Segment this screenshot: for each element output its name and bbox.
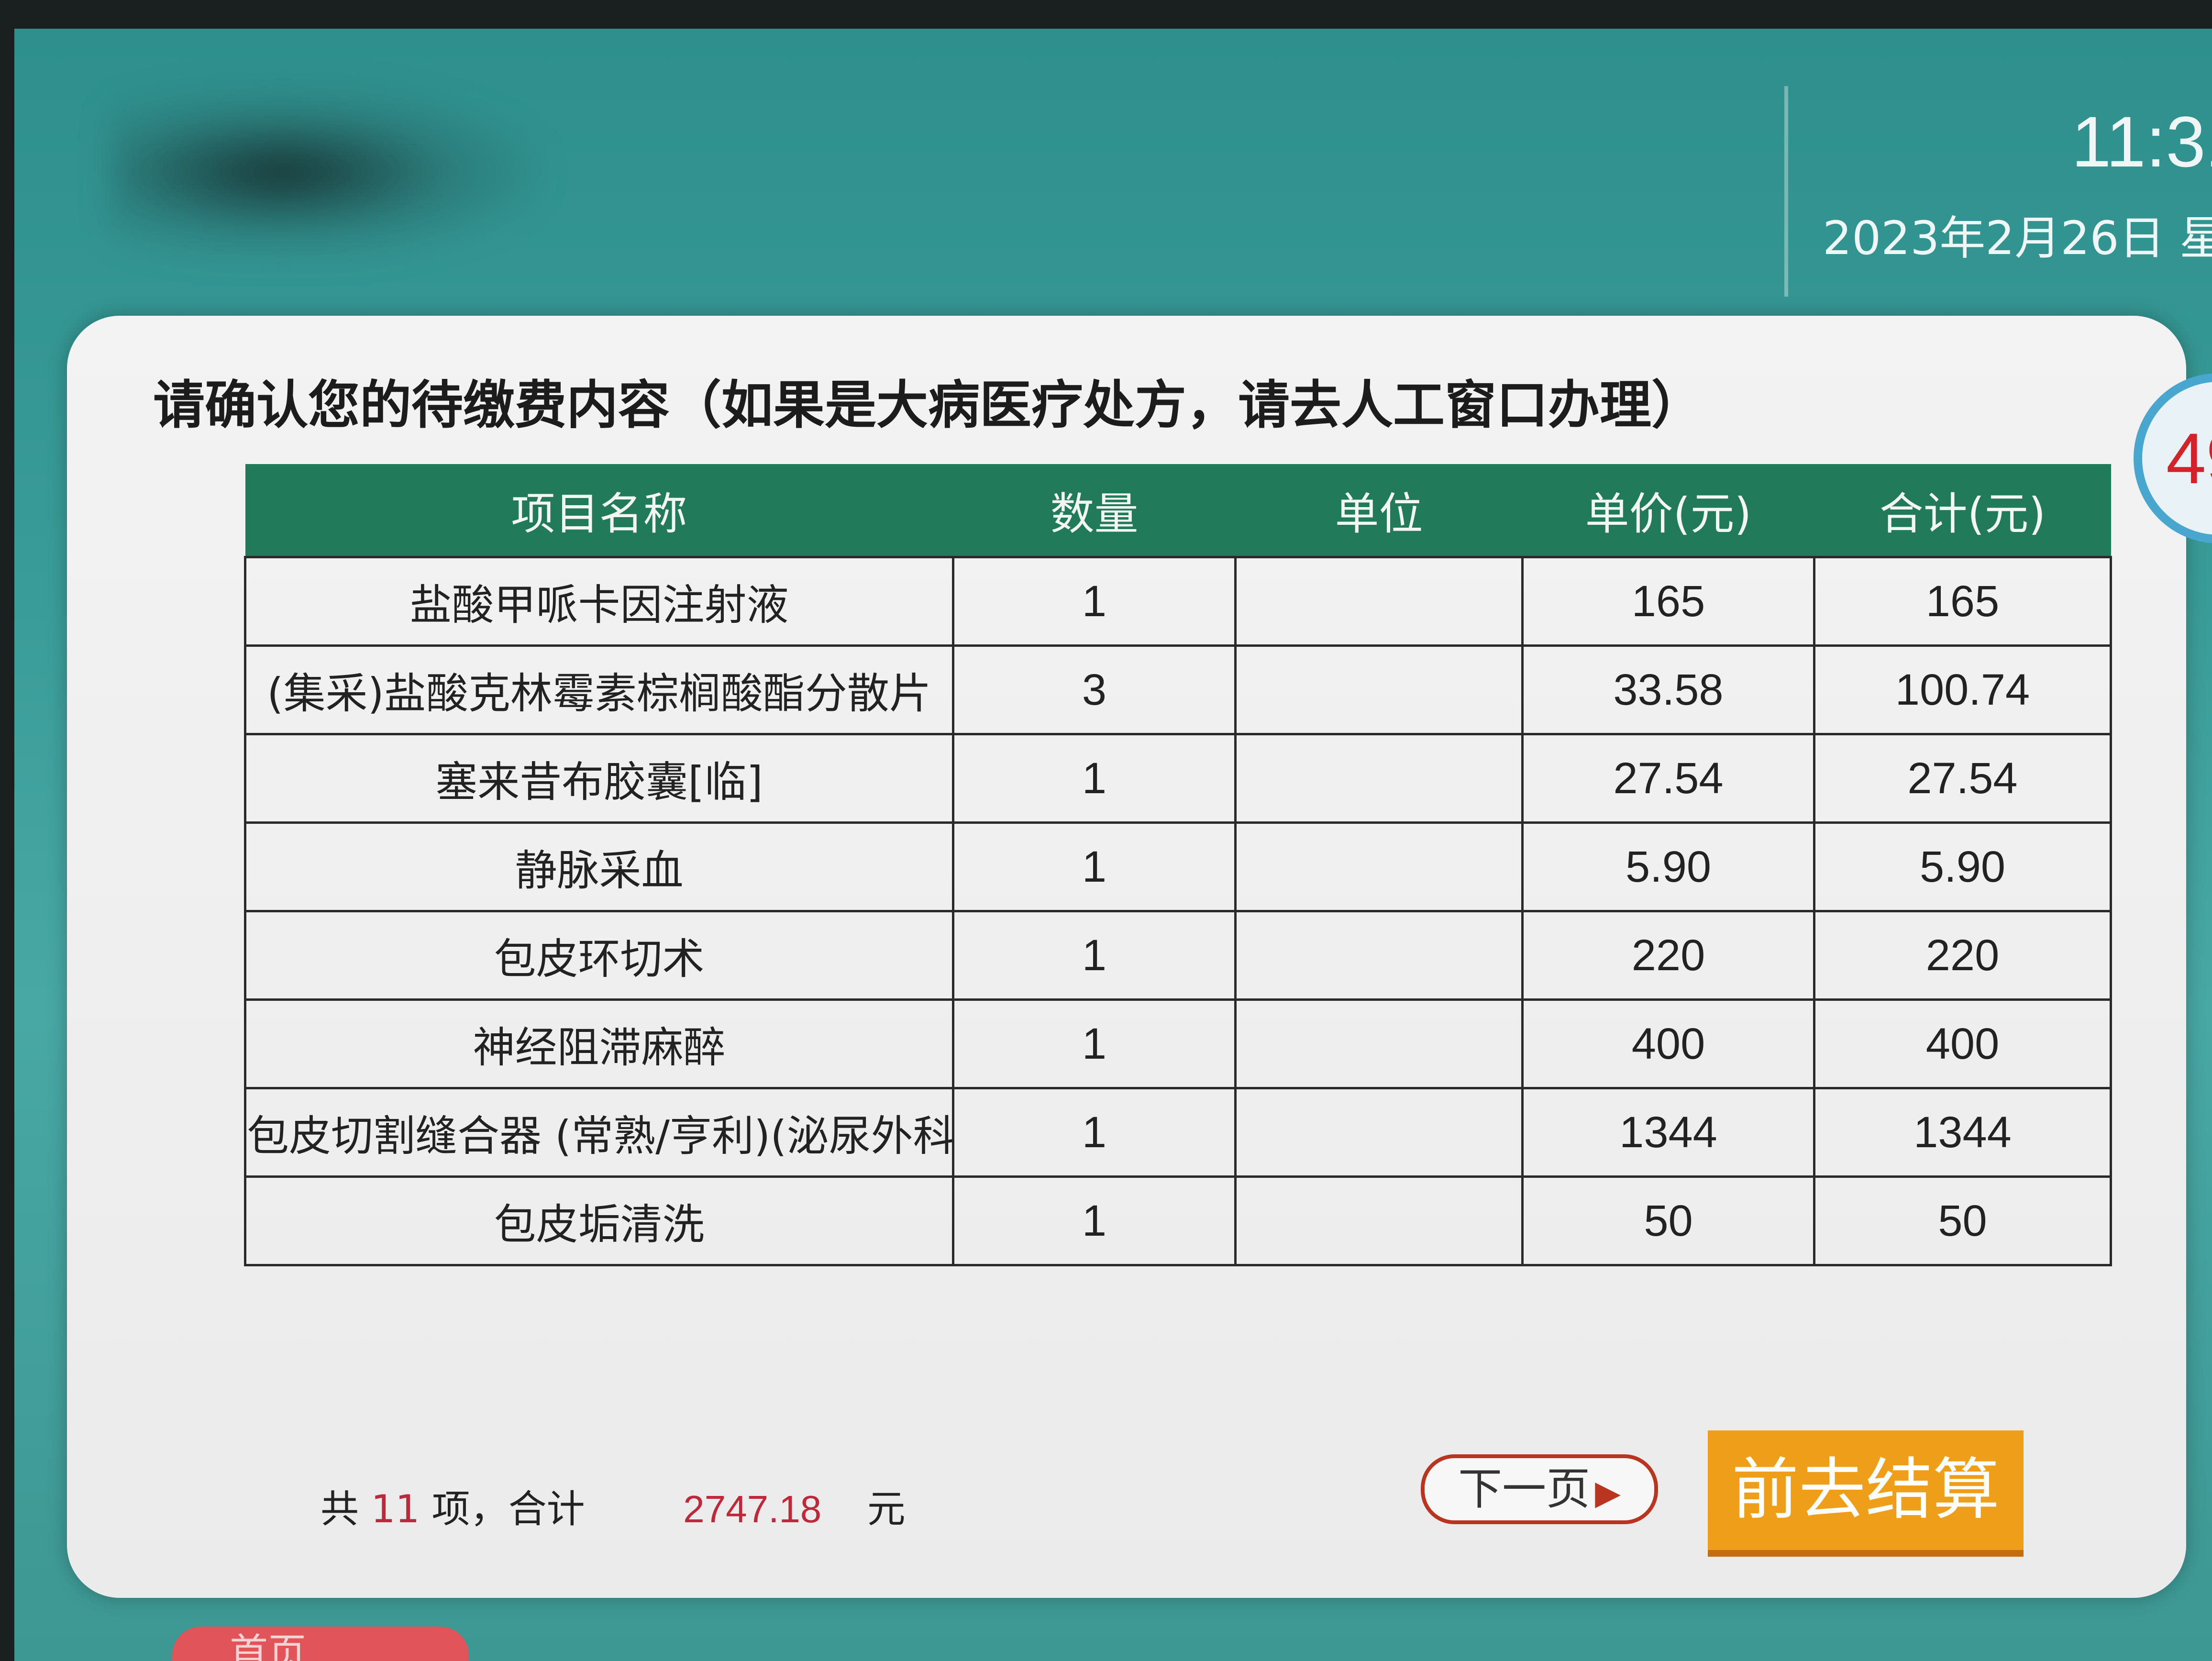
quantity-cell: 3 bbox=[952, 644, 1237, 735]
next-page-label: 下一页 bbox=[1458, 1463, 1591, 1515]
item-name-cell: 盐酸甲哌卡因注射液 bbox=[244, 556, 954, 647]
table-row: 神经阻滞麻醉 1 400 400 bbox=[244, 998, 2112, 1089]
item-name-cell: 静脉采血 bbox=[244, 821, 954, 912]
subtotal-cell: 5.90 bbox=[1813, 821, 2112, 912]
table-row: 静脉采血 1 5.90 5.90 bbox=[244, 821, 2112, 912]
summary-middle: 项，合计 bbox=[431, 1487, 585, 1531]
subtotal-cell: 220 bbox=[1813, 910, 2112, 1001]
page-title: 请确认您的待缴费内容（如果是大病医疗处方，请去人工窗口办理） bbox=[153, 376, 1703, 435]
unit-price-cell: 50 bbox=[1521, 1175, 1815, 1266]
payment-summary: 共 11 项，合计 2747.18 元 bbox=[321, 1478, 906, 1534]
unit-cell bbox=[1234, 1087, 1524, 1178]
unit-price-cell: 5.90 bbox=[1521, 821, 1815, 912]
subtotal-cell: 27.54 bbox=[1813, 733, 2112, 824]
unit-price-cell: 400 bbox=[1521, 998, 1815, 1089]
clock-time: 11:31 bbox=[2071, 101, 2212, 182]
item-name-cell: 包皮环切术 bbox=[244, 910, 954, 1001]
quantity-cell: 1 bbox=[952, 733, 1237, 824]
subtotal-cell: 1344 bbox=[1813, 1087, 2112, 1178]
quantity-cell: 1 bbox=[952, 556, 1237, 647]
column-header-subtotal: 合计(元) bbox=[1814, 464, 2111, 557]
unit-price-cell: 33.58 bbox=[1521, 644, 1815, 735]
quantity-cell: 1 bbox=[952, 821, 1237, 912]
subtotal-cell: 100.74 bbox=[1813, 644, 2112, 735]
column-header-unit-price: 单价(元) bbox=[1522, 464, 1814, 557]
quantity-cell: 1 bbox=[952, 910, 1237, 1001]
quantity-cell: 1 bbox=[952, 1175, 1237, 1266]
hospital-logo bbox=[110, 86, 541, 258]
subtotal-cell: 400 bbox=[1813, 998, 2112, 1089]
unit-cell bbox=[1234, 998, 1524, 1089]
countdown-timer: 49 bbox=[2134, 373, 2212, 543]
quantity-cell: 1 bbox=[952, 998, 1237, 1089]
item-name-cell: 神经阻滞麻醉 bbox=[244, 998, 954, 1089]
checkout-button[interactable]: 前去结算 bbox=[1708, 1430, 2024, 1557]
header-bar: 11:31 2023年2月26日 星 bbox=[14, 29, 2212, 316]
table-row: 包皮切割缝合器 (常熟/亨利)(泌尿外科 1 1344 1344 bbox=[244, 1087, 2112, 1178]
table-row: 包皮垢清洗 1 50 50 bbox=[244, 1175, 2112, 1266]
item-name-cell: 包皮垢清洗 bbox=[244, 1175, 954, 1266]
payment-confirm-panel: 请确认您的待缴费内容（如果是大病医疗处方，请去人工窗口办理） 49 项目名称 数… bbox=[67, 316, 2212, 1598]
home-label: 首页 bbox=[230, 1630, 306, 1661]
table-header-row: 项目名称 数量 单位 单价(元) 合计(元) bbox=[245, 464, 2111, 557]
unit-price-cell: 165 bbox=[1521, 556, 1815, 647]
unit-cell bbox=[1234, 821, 1524, 912]
unit-cell bbox=[1234, 644, 1524, 735]
subtotal-cell: 50 bbox=[1813, 1175, 2112, 1266]
unit-price-cell: 27.54 bbox=[1521, 733, 1815, 824]
item-name-cell: (集采)盐酸克林霉素棕榈酸酯分散片 bbox=[244, 644, 954, 735]
item-name-cell: 塞来昔布胶囊[临] bbox=[244, 733, 954, 824]
home-button[interactable]: 首页 bbox=[172, 1627, 469, 1661]
unit-cell bbox=[1234, 910, 1524, 1001]
play-arrow-icon: ▶ bbox=[1595, 1473, 1621, 1512]
header-divider bbox=[1784, 86, 1788, 297]
unit-cell bbox=[1234, 1175, 1524, 1266]
item-count: 11 bbox=[371, 1487, 420, 1531]
kiosk-screen: 11:31 2023年2月26日 星 请确认您的待缴费内容（如果是大病医疗处方，… bbox=[14, 29, 2212, 1661]
table-row: (集采)盐酸克林霉素棕榈酸酯分散片 3 33.58 100.74 bbox=[244, 644, 2112, 735]
table-row: 包皮环切术 1 220 220 bbox=[244, 910, 2112, 1001]
unit-price-cell: 1344 bbox=[1521, 1087, 1815, 1178]
currency-label: 元 bbox=[867, 1487, 906, 1531]
table-row: 塞来昔布胶囊[临] 1 27.54 27.54 bbox=[244, 733, 2112, 824]
unit-cell bbox=[1234, 733, 1524, 824]
table-row: 盐酸甲哌卡因注射液 1 165 165 bbox=[244, 556, 2112, 647]
next-page-button[interactable]: 下一页 ▶ bbox=[1421, 1454, 1658, 1524]
column-header-unit: 单位 bbox=[1235, 464, 1523, 557]
column-header-quantity: 数量 bbox=[953, 464, 1236, 557]
item-name-cell: 包皮切割缝合器 (常熟/亨利)(泌尿外科 bbox=[244, 1087, 954, 1178]
summary-prefix: 共 bbox=[321, 1487, 359, 1531]
current-date: 2023年2月26日 星 bbox=[1823, 211, 2212, 265]
column-header-item-name: 项目名称 bbox=[245, 464, 953, 557]
unit-cell bbox=[1234, 556, 1524, 647]
unit-price-cell: 220 bbox=[1521, 910, 1815, 1001]
subtotal-cell: 165 bbox=[1813, 556, 2112, 647]
quantity-cell: 1 bbox=[952, 1087, 1237, 1178]
total-amount: 2747.18 bbox=[683, 1488, 822, 1530]
fee-items-table: 项目名称 数量 单位 单价(元) 合计(元) 盐酸甲哌卡因注射液 1 165 1… bbox=[244, 464, 2112, 1266]
